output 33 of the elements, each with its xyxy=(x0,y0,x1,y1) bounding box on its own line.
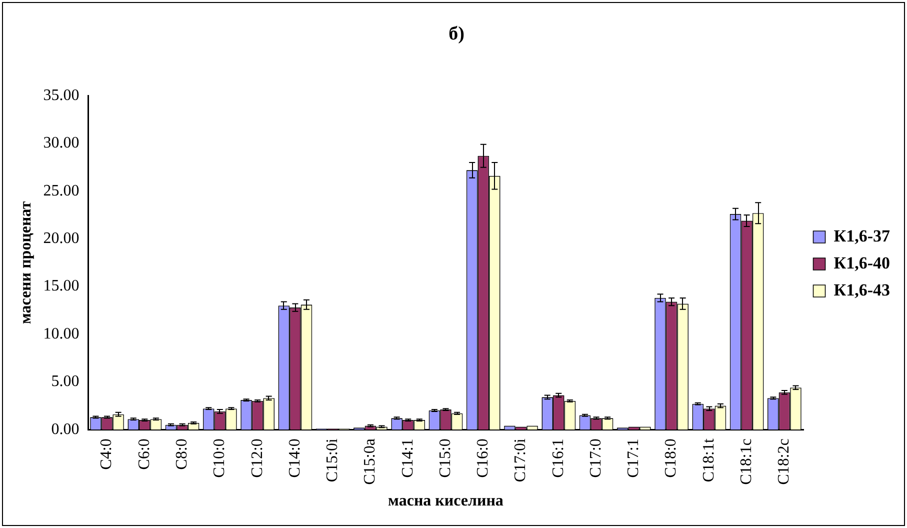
y-tick-label: 30.00 xyxy=(43,134,80,152)
x-tick-label: C8:0 xyxy=(173,438,190,470)
x-tick-label: C17:0i xyxy=(512,438,530,482)
x-tick-label: C15:0 xyxy=(436,438,454,478)
x-tick-label: C18:1c xyxy=(738,438,756,485)
y-axis-title: масени проценат xyxy=(18,201,35,324)
x-tick-label: C10:0 xyxy=(211,438,228,478)
y-tick-label: 15.00 xyxy=(43,278,80,295)
x-tick-label: C15:0a xyxy=(362,438,379,485)
x-tick-label: C17:1 xyxy=(625,438,642,478)
x-tick-label: C18:2c xyxy=(776,438,793,485)
x-tick-label: C12:0 xyxy=(248,438,266,478)
x-tick-label: C18:1t xyxy=(700,438,718,482)
y-tick-label: 20.00 xyxy=(43,230,80,248)
y-tick-label: 25.00 xyxy=(43,182,80,200)
y-tick-label: 35.00 xyxy=(43,87,80,104)
x-tick-label: C14:0 xyxy=(286,438,304,478)
x-tick-label: C6:0 xyxy=(136,438,153,470)
x-tick-label: C14:1 xyxy=(399,438,416,478)
x-tick-label: C15:0i xyxy=(324,438,342,482)
x-tick-label: C18:0 xyxy=(662,438,680,478)
legend-label: К1,6-40 xyxy=(834,253,890,272)
chart-title: б) xyxy=(448,23,464,44)
x-axis-title: масна киселина xyxy=(388,492,504,510)
y-tick-label: 5.00 xyxy=(51,373,80,390)
x-tick-label: C4:0 xyxy=(98,438,116,470)
x-tick-label: C17:0 xyxy=(587,438,604,478)
legend-label: К1,6-37 xyxy=(834,226,890,246)
y-tick-label: 10.00 xyxy=(43,325,80,342)
legend-label: К1,6-43 xyxy=(834,280,890,300)
y-tick-label: 0.00 xyxy=(51,420,80,438)
x-tick-label: C16:0 xyxy=(474,438,492,478)
x-tick-label: C16:1 xyxy=(550,438,567,478)
